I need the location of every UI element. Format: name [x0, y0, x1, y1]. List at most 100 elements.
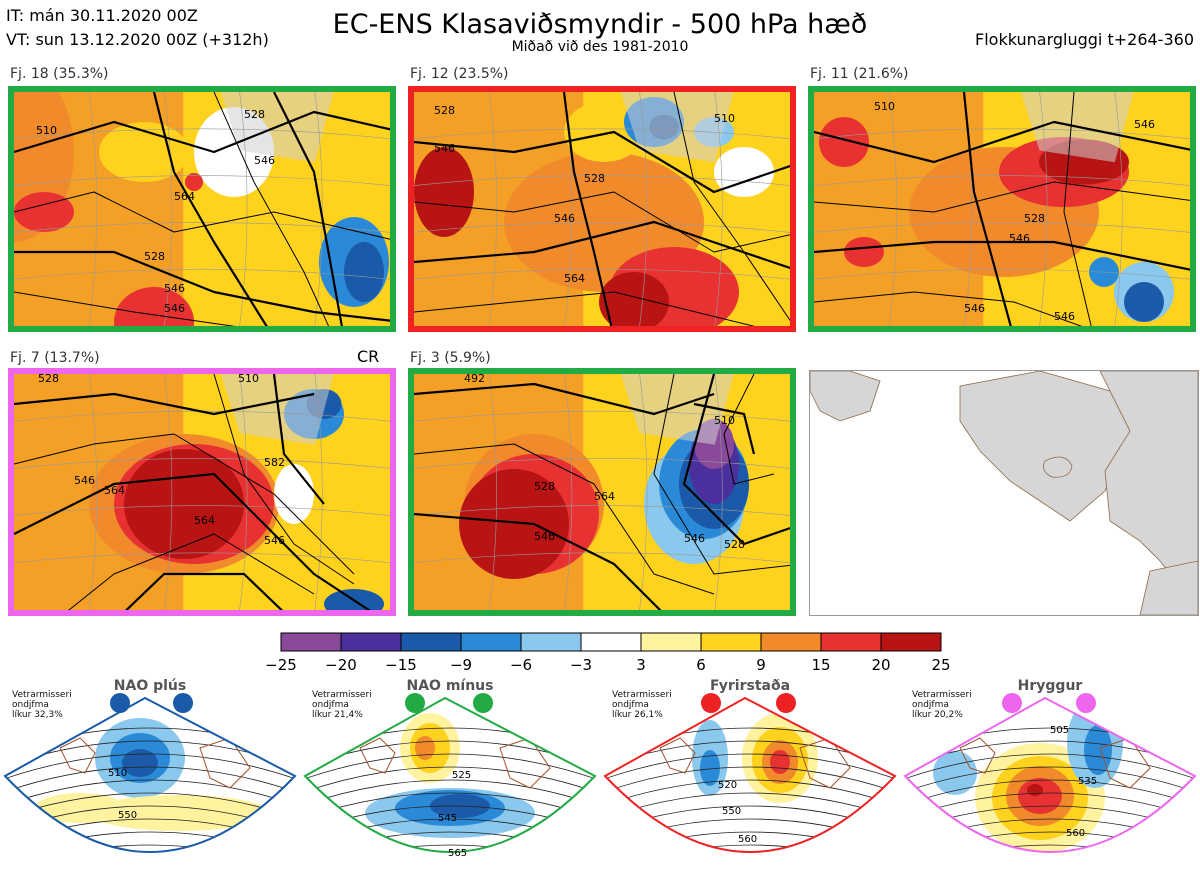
contour-label: 510: [238, 374, 259, 385]
colorbar-swatch: [520, 632, 582, 652]
graticule-line: [414, 128, 790, 140]
contour-label: 492: [464, 374, 485, 385]
graticule-line: [639, 92, 648, 326]
colorbar-swatch: [340, 632, 402, 652]
panel-label-2: Fj. 12 (23.5%): [410, 66, 509, 82]
anomaly-blob: [185, 173, 203, 191]
height-contour: [414, 291, 756, 326]
page-subtitle: Miðað við des 1981-2010: [511, 39, 689, 55]
colorbar-swatch: [580, 632, 642, 652]
regime-blocking: Fyrirstaða Vetrarmisseri ondjfma líkur 2…: [600, 678, 900, 871]
graticule-line: [14, 268, 390, 280]
regime-anomaly-blob: [90, 795, 270, 831]
reference-map: [809, 370, 1199, 616]
contour-label: 528: [434, 104, 455, 117]
colorbar-swatch: [280, 632, 342, 652]
colorbar-tick-label: −15: [385, 656, 417, 674]
regime-contour: [5, 844, 295, 852]
regime-contour: [5, 766, 295, 798]
height-contour: [562, 92, 613, 326]
regime-note: Vetrarmisseri ondjfma líkur 26,1%: [612, 690, 672, 720]
land-mass: [220, 374, 334, 445]
valid-time: VT: sun 13.12.2020 00Z (+312h): [6, 30, 269, 49]
regime-nao-plus: NAO plús Vetrarmisseri ondjfma líkur 32,…: [0, 678, 300, 871]
regime-contour: [905, 779, 1195, 811]
regime-contour: [5, 753, 295, 785]
contour-label: 510: [874, 100, 895, 113]
regime-anomaly-blob: [1018, 778, 1062, 814]
regime-note: Vetrarmisseri ondjfma líkur 21,4%: [312, 690, 372, 720]
graticule-line: [414, 505, 790, 516]
cluster-map-1: 510 528 546 564 528 546 546: [8, 86, 396, 332]
contour-label: 564: [594, 490, 615, 503]
cluster-map-2: 528 510 528 546 546 564: [408, 86, 796, 332]
regime-contour-label: 505: [1050, 725, 1069, 736]
regime-marker-dot: [110, 693, 130, 713]
colorbar-swatch: [700, 632, 762, 652]
panel-label-5: Fj. 3 (5.9%): [410, 350, 491, 366]
regime-fan-border: [903, 696, 1197, 853]
contour-label: 528: [1024, 212, 1045, 225]
classification-window: Flokkunargluggi t+264-360: [975, 30, 1194, 49]
contour-label: 528: [244, 108, 265, 121]
regime-contour: [905, 753, 1195, 785]
regime-anomaly-blob: [1084, 725, 1112, 775]
anomaly-blob: [414, 147, 474, 237]
graticule-line: [814, 268, 1190, 280]
colorbar-tick-label: −6: [509, 656, 533, 674]
height-contour: [14, 392, 315, 416]
height-contour: [693, 402, 756, 455]
contour-label: 564: [194, 514, 215, 527]
contour-label: 546: [1054, 310, 1075, 323]
height-contour: [723, 374, 775, 485]
height-contour: [414, 130, 790, 194]
graticule-line: [414, 458, 790, 469]
height-contour: [124, 572, 284, 610]
graticule-line: [564, 374, 573, 610]
regime-contour-label: 545: [438, 813, 457, 824]
colorbar-tick-label: −3: [569, 656, 593, 674]
contour-label: 546: [164, 302, 185, 315]
anomaly-blob: [714, 147, 774, 197]
anomaly-blob: [124, 449, 244, 559]
contour-label: 546: [554, 212, 575, 225]
graticule-line: [414, 175, 790, 186]
colorbar-swatch: [460, 632, 522, 652]
regime-contour-label: 560: [738, 834, 757, 845]
init-time: IT: mán 30.11.2020 00Z: [6, 6, 198, 25]
height-contour: [14, 110, 390, 154]
regime-anomaly-blob: [415, 736, 435, 760]
regime-contour: [305, 844, 595, 852]
colorbar-tick-label: 9: [756, 656, 766, 674]
contour-label: 546: [434, 142, 455, 155]
regime-marker-dot: [405, 693, 425, 713]
graticule-line: [414, 222, 790, 233]
regime-contour: [605, 753, 895, 785]
height-contour: [14, 191, 390, 240]
height-contour: [152, 92, 268, 326]
contour-label: 528: [38, 374, 59, 385]
contour-label: 510: [36, 124, 57, 137]
regime-marker-dot: [701, 693, 721, 713]
graticule-line: [414, 268, 790, 280]
cluster-map-5: 492 510 528 546 564 546 528: [408, 368, 796, 616]
graticule-line: [239, 374, 248, 610]
regime-contour: [605, 766, 895, 798]
contour-label: 546: [254, 154, 275, 167]
regime-contour: [905, 844, 1195, 852]
height-contour: [414, 382, 715, 416]
graticule-line: [1114, 92, 1123, 326]
regime-contour-label: 565: [448, 848, 467, 859]
colorbar-tick-label: 3: [636, 656, 646, 674]
height-contour: [814, 240, 1190, 271]
anomaly-blob: [819, 117, 869, 167]
colorbar-tick-label: 20: [871, 656, 891, 674]
graticule-line: [639, 374, 648, 610]
map-canvas: 528 510 546 564 582 564 546: [14, 374, 390, 610]
regime-anomaly-blob: [770, 750, 790, 774]
anomaly-blob: [114, 287, 194, 326]
contour-label: 546: [964, 302, 985, 315]
regime-name: NAO plús: [113, 678, 187, 694]
regime-nao-minus: NAO mínus Vetrarmisseri ondjfma líkur 21…: [300, 678, 600, 871]
regime-contour-label: 520: [718, 780, 737, 791]
